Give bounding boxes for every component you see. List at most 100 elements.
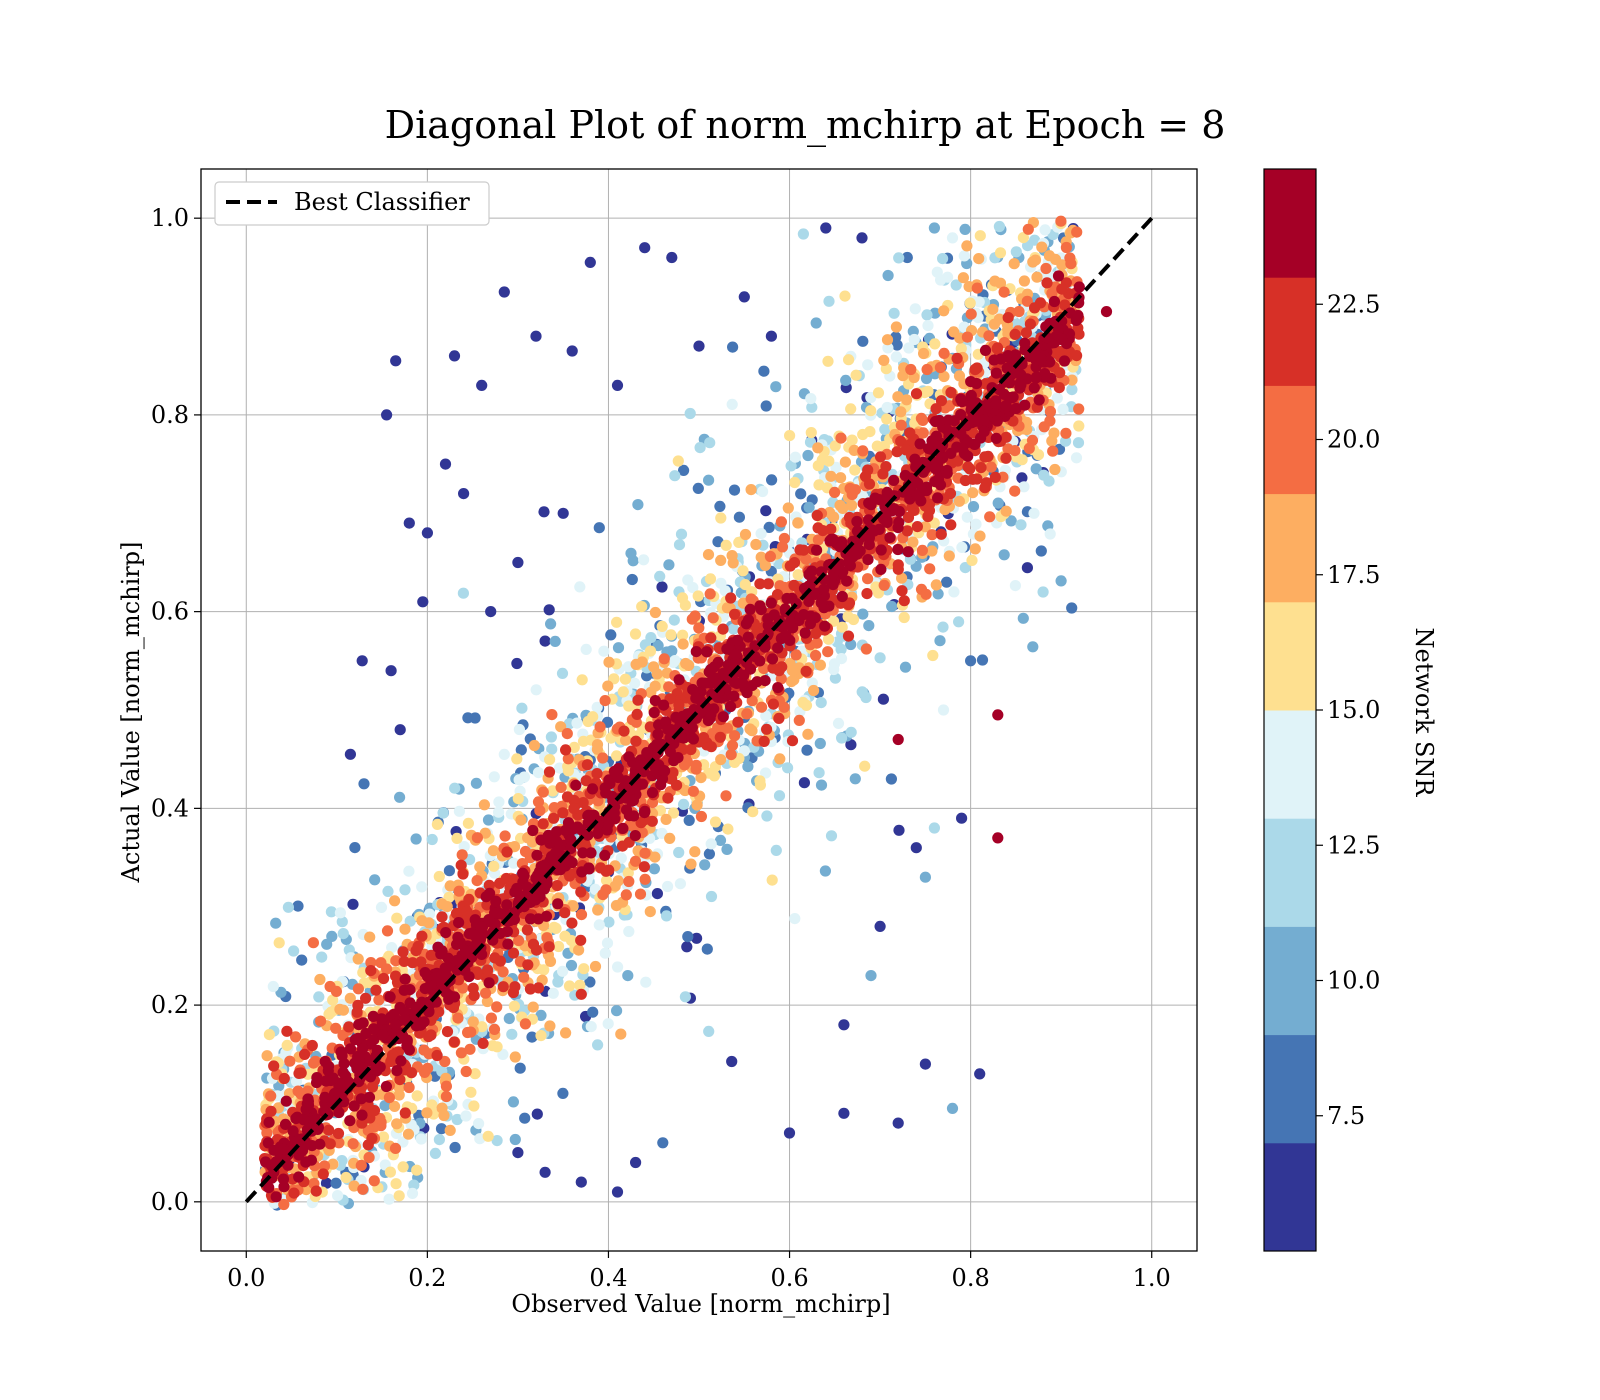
scatter-point xyxy=(839,456,852,468)
scatter-point xyxy=(797,228,810,240)
scatter-point xyxy=(892,391,904,403)
scatter-point xyxy=(538,506,550,518)
scatter-point xyxy=(1030,372,1042,384)
scatter-point xyxy=(792,517,804,529)
scatter-point xyxy=(632,694,644,706)
scatter-point xyxy=(519,845,532,858)
scatter-point xyxy=(603,656,615,668)
scatter-point xyxy=(810,317,822,329)
scatter-point xyxy=(757,485,769,498)
scatter-point xyxy=(770,844,782,857)
scatter-point xyxy=(762,619,774,631)
scatter-point xyxy=(316,951,328,963)
scatter-point xyxy=(501,899,513,911)
scatter-point xyxy=(1014,377,1026,389)
scatter-point xyxy=(776,541,789,553)
scatter-point xyxy=(457,587,469,599)
scatter-point xyxy=(938,305,950,317)
scatter-point xyxy=(1016,472,1028,484)
scatter-point xyxy=(1021,562,1033,574)
scatter-point xyxy=(672,752,684,764)
scatter-point xyxy=(691,932,703,944)
scatter-point xyxy=(315,1015,327,1027)
scatter-point xyxy=(524,913,537,925)
scatter-point xyxy=(451,832,463,845)
scatter-point xyxy=(1031,271,1043,283)
scatter-point xyxy=(874,652,886,664)
scatter-point xyxy=(1057,403,1069,415)
scatter-point xyxy=(565,834,577,846)
scatter-point xyxy=(597,752,609,764)
scatter-point xyxy=(896,585,908,597)
scatter-point xyxy=(742,631,754,643)
scatter-point xyxy=(365,965,377,977)
scatter-point xyxy=(576,866,588,878)
scatter-point xyxy=(619,673,632,685)
scatter-point xyxy=(934,361,947,374)
scatter-point xyxy=(630,1156,642,1169)
scatter-point xyxy=(1019,399,1031,411)
scatter-point xyxy=(1059,299,1071,311)
scatter-point xyxy=(971,473,983,485)
scatter-point xyxy=(788,579,800,592)
scatter-point xyxy=(423,917,435,929)
scatter-point xyxy=(754,578,766,590)
scatter-point xyxy=(497,981,509,993)
scatter-point xyxy=(393,1190,405,1202)
scatter-point xyxy=(726,1055,738,1068)
scatter-point xyxy=(669,470,681,482)
scatter-point xyxy=(629,830,641,842)
scatter-point xyxy=(407,957,419,969)
scatter-point xyxy=(344,1043,357,1055)
scatter-point xyxy=(815,779,828,791)
scatter-point xyxy=(824,506,836,519)
scatter-point xyxy=(562,753,574,765)
scatter-point xyxy=(277,1173,290,1185)
scatter-point xyxy=(374,1112,386,1125)
scatter-point xyxy=(462,817,474,829)
scatter-point xyxy=(856,686,868,698)
scatter-point xyxy=(451,1113,463,1126)
scatter-point xyxy=(565,959,578,972)
scatter-point xyxy=(924,563,936,575)
scatter-point xyxy=(634,888,647,900)
scatter-point xyxy=(498,286,510,298)
scatter-point xyxy=(979,482,991,494)
scatter-point xyxy=(715,577,727,589)
scatter-point xyxy=(775,516,788,528)
scatter-point xyxy=(575,886,587,898)
scatter-point xyxy=(792,569,804,581)
scatter-point xyxy=(369,874,381,886)
scatter-point xyxy=(399,884,411,896)
scatter-point xyxy=(875,544,887,556)
scatter-point xyxy=(512,1147,524,1159)
scatter-point xyxy=(623,875,635,888)
scatter-point xyxy=(952,455,964,467)
scatter-point xyxy=(1021,295,1033,307)
scatter-point xyxy=(630,735,642,747)
scatter-point xyxy=(862,359,874,371)
scatter-point xyxy=(390,970,402,982)
scatter-point xyxy=(725,749,737,761)
scatter-point xyxy=(705,632,717,644)
scatter-point xyxy=(522,959,534,971)
scatter-point xyxy=(746,680,758,692)
scatter-point xyxy=(1010,246,1022,258)
scatter-point xyxy=(344,1115,356,1127)
scatter-point xyxy=(802,728,814,740)
scatter-point xyxy=(773,712,785,725)
scatter-point xyxy=(664,832,676,845)
scatter-point xyxy=(1055,215,1067,227)
scatter-point xyxy=(553,940,565,953)
scatter-point xyxy=(1037,586,1049,598)
scatter-point xyxy=(406,1187,419,1199)
scatter-point xyxy=(755,528,767,540)
scatter-point xyxy=(636,601,648,613)
scatter-point xyxy=(692,482,704,494)
scatter-point xyxy=(678,798,690,811)
scatter-point xyxy=(793,714,805,727)
scatter-point xyxy=(945,386,957,399)
scatter-point xyxy=(973,296,985,308)
scatter-point xyxy=(487,1040,499,1052)
scatter-point xyxy=(863,497,875,509)
